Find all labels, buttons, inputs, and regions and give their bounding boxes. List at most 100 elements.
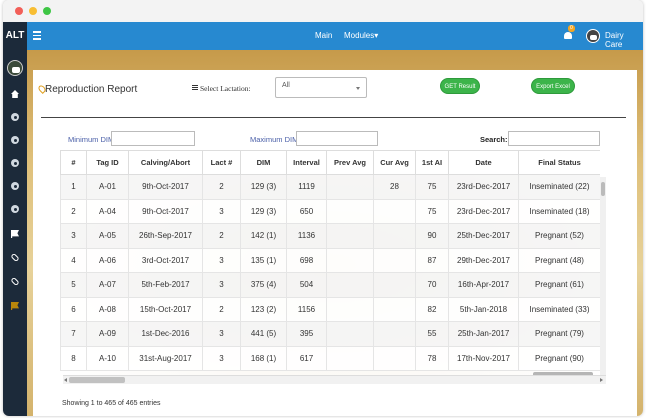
sidebar-item-icon-2[interactable] <box>11 136 19 144</box>
lactation-cell: 2 <box>202 223 241 249</box>
column-header[interactable]: Tag ID <box>86 150 129 175</box>
table-row[interactable]: 6 A-08 15th-Oct-2017 2 123 (2) 1156 82 5th-Jan-… <box>60 296 600 322</box>
final-status-cell: Inseminated (22) <box>518 174 600 200</box>
horizontal-scrollbar[interactable] <box>63 375 606 384</box>
orange-flag-icon[interactable] <box>11 302 19 310</box>
column-header[interactable]: # <box>60 150 87 175</box>
date-cell: 29th-Dec-2017 <box>448 247 519 273</box>
column-header[interactable]: Lact # <box>202 150 241 175</box>
nav-modules-dropdown[interactable]: Modules▾ <box>344 31 379 40</box>
notification-badge: 0 <box>568 25 575 32</box>
cur-avg-cell <box>373 223 416 249</box>
row-number: 1 <box>60 174 87 200</box>
max-dim-input[interactable] <box>296 131 378 146</box>
lactation-select-value: All <box>282 82 290 89</box>
flag-icon[interactable] <box>11 230 19 238</box>
calving-date-cell: 5th-Feb-2017 <box>128 272 203 298</box>
sidebar-item-icon-1[interactable] <box>11 113 19 121</box>
interval-cell: 650 <box>286 198 327 224</box>
row-number: 3 <box>60 223 87 249</box>
final-status-cell: Inseminated (33) <box>518 296 600 322</box>
lactation-cell: 3 <box>202 345 241 371</box>
min-dim-label: Minimum DIM: <box>68 135 117 144</box>
scroll-left-icon[interactable] <box>64 378 67 382</box>
column-header[interactable]: Calving/Abort <box>128 150 203 175</box>
search-input[interactable] <box>508 131 600 146</box>
date-cell: 23rd-Dec-2017 <box>448 198 519 224</box>
first-ai-cell: 82 <box>415 296 449 322</box>
row-number: 2 <box>60 198 87 224</box>
row-number: 8 <box>60 345 87 371</box>
user-avatar[interactable] <box>586 29 600 43</box>
dim-cell: 375 (4) <box>240 272 287 298</box>
min-dim-input[interactable] <box>111 131 195 146</box>
date-cell: 5th-Jan-2018 <box>448 296 519 322</box>
nav-main-link[interactable]: Main <box>315 31 333 40</box>
column-header[interactable]: Final Status <box>518 150 600 175</box>
prev-avg-cell <box>326 223 374 249</box>
sidebar-item-icon-5[interactable] <box>11 205 19 213</box>
table-row[interactable]: 1 A-01 9th-Oct-2017 2 129 (3) 1119 28 75 23rd-De… <box>60 174 600 200</box>
lactation-label-text: Select Lactation: <box>200 84 251 93</box>
maximize-window-button[interactable] <box>43 7 51 15</box>
vertical-scrollbar[interactable] <box>600 177 606 375</box>
prev-avg-cell <box>326 198 374 224</box>
column-header[interactable]: 1st AI <box>415 150 449 175</box>
link-icon[interactable] <box>10 252 20 263</box>
final-status-cell: Pregnant (52) <box>518 223 600 249</box>
close-window-button[interactable] <box>15 7 23 15</box>
table-row[interactable]: 3 A-05 26th-Sep-2017 2 142 (1) 1136 90 25th-Dec… <box>60 223 600 249</box>
dim-cell: 129 (3) <box>240 174 287 200</box>
hamburger-menu-icon[interactable] <box>33 29 41 43</box>
user-name[interactable]: Dairy Care <box>605 31 624 49</box>
lactation-label: Select Lactation: <box>192 84 251 93</box>
brand-logo[interactable]: ALT <box>3 22 27 50</box>
home-icon[interactable] <box>11 90 19 98</box>
dim-cell: 441 (5) <box>240 321 287 347</box>
tag-id-cell: A-08 <box>86 296 129 322</box>
divider <box>41 117 626 118</box>
lactation-select[interactable]: All <box>275 77 367 98</box>
column-header[interactable]: Interval <box>286 150 327 175</box>
interval-cell: 1156 <box>286 296 327 322</box>
sidebar-item-icon-4[interactable] <box>11 182 19 190</box>
prev-avg-cell <box>326 296 374 322</box>
column-header[interactable]: Date <box>448 150 519 175</box>
sidebar-item-icon-3[interactable] <box>11 159 19 167</box>
first-ai-cell: 75 <box>415 174 449 200</box>
lactation-cell: 3 <box>202 321 241 347</box>
dim-cell: 123 (2) <box>240 296 287 322</box>
date-cell: 25th-Jan-2017 <box>448 321 519 347</box>
first-ai-cell: 70 <box>415 272 449 298</box>
tag-id-cell: A-04 <box>86 198 129 224</box>
tag-id-cell: A-07 <box>86 272 129 298</box>
sidebar-avatar[interactable] <box>7 60 23 76</box>
table-row[interactable]: 5 A-07 5th-Feb-2017 3 375 (4) 504 70 16th-Apr-2… <box>60 272 600 298</box>
window-titlebar <box>3 0 643 22</box>
cur-avg-cell: 28 <box>373 174 416 200</box>
tag-id-cell: A-09 <box>86 321 129 347</box>
bell-icon[interactable] <box>563 29 573 42</box>
final-status-cell: Pregnant (61) <box>518 272 600 298</box>
table-row[interactable]: 7 A-09 1st-Dec-2016 3 441 (5) 395 55 25th-Jan-2… <box>60 321 600 347</box>
table-row[interactable]: 4 A-06 3rd-Oct-2017 3 135 (1) 698 87 29th-Dec-2… <box>60 247 600 273</box>
scroll-right-icon[interactable] <box>600 378 603 382</box>
export-excel-button[interactable]: Export Excel <box>531 78 575 94</box>
link-icon-2[interactable] <box>10 276 20 287</box>
vertical-scroll-thumb[interactable] <box>601 182 605 196</box>
minimize-window-button[interactable] <box>29 7 37 15</box>
horizontal-scroll-thumb[interactable] <box>69 377 125 383</box>
column-header[interactable]: Prev Avg <box>326 150 374 175</box>
column-header[interactable]: DIM <box>240 150 287 175</box>
cur-avg-cell <box>373 247 416 273</box>
table-row[interactable]: 8 A-10 31st-Aug-2017 3 168 (1) 617 78 17th-Nov-… <box>60 345 600 371</box>
table-row[interactable]: 2 A-04 9th-Oct-2017 3 129 (3) 650 75 23rd-Dec-2… <box>60 198 600 224</box>
tag-id-cell: A-10 <box>86 345 129 371</box>
prev-avg-cell <box>326 272 374 298</box>
table-header-row: # Tag ID Calving/Abort Lact # DIM Interv… <box>60 150 600 175</box>
date-cell: 17th-Nov-2017 <box>448 345 519 371</box>
lactation-cell: 3 <box>202 272 241 298</box>
date-cell: 16th-Apr-2017 <box>448 272 519 298</box>
column-header[interactable]: Cur Avg <box>373 150 416 175</box>
get-result-button[interactable]: GET Result <box>440 78 480 94</box>
